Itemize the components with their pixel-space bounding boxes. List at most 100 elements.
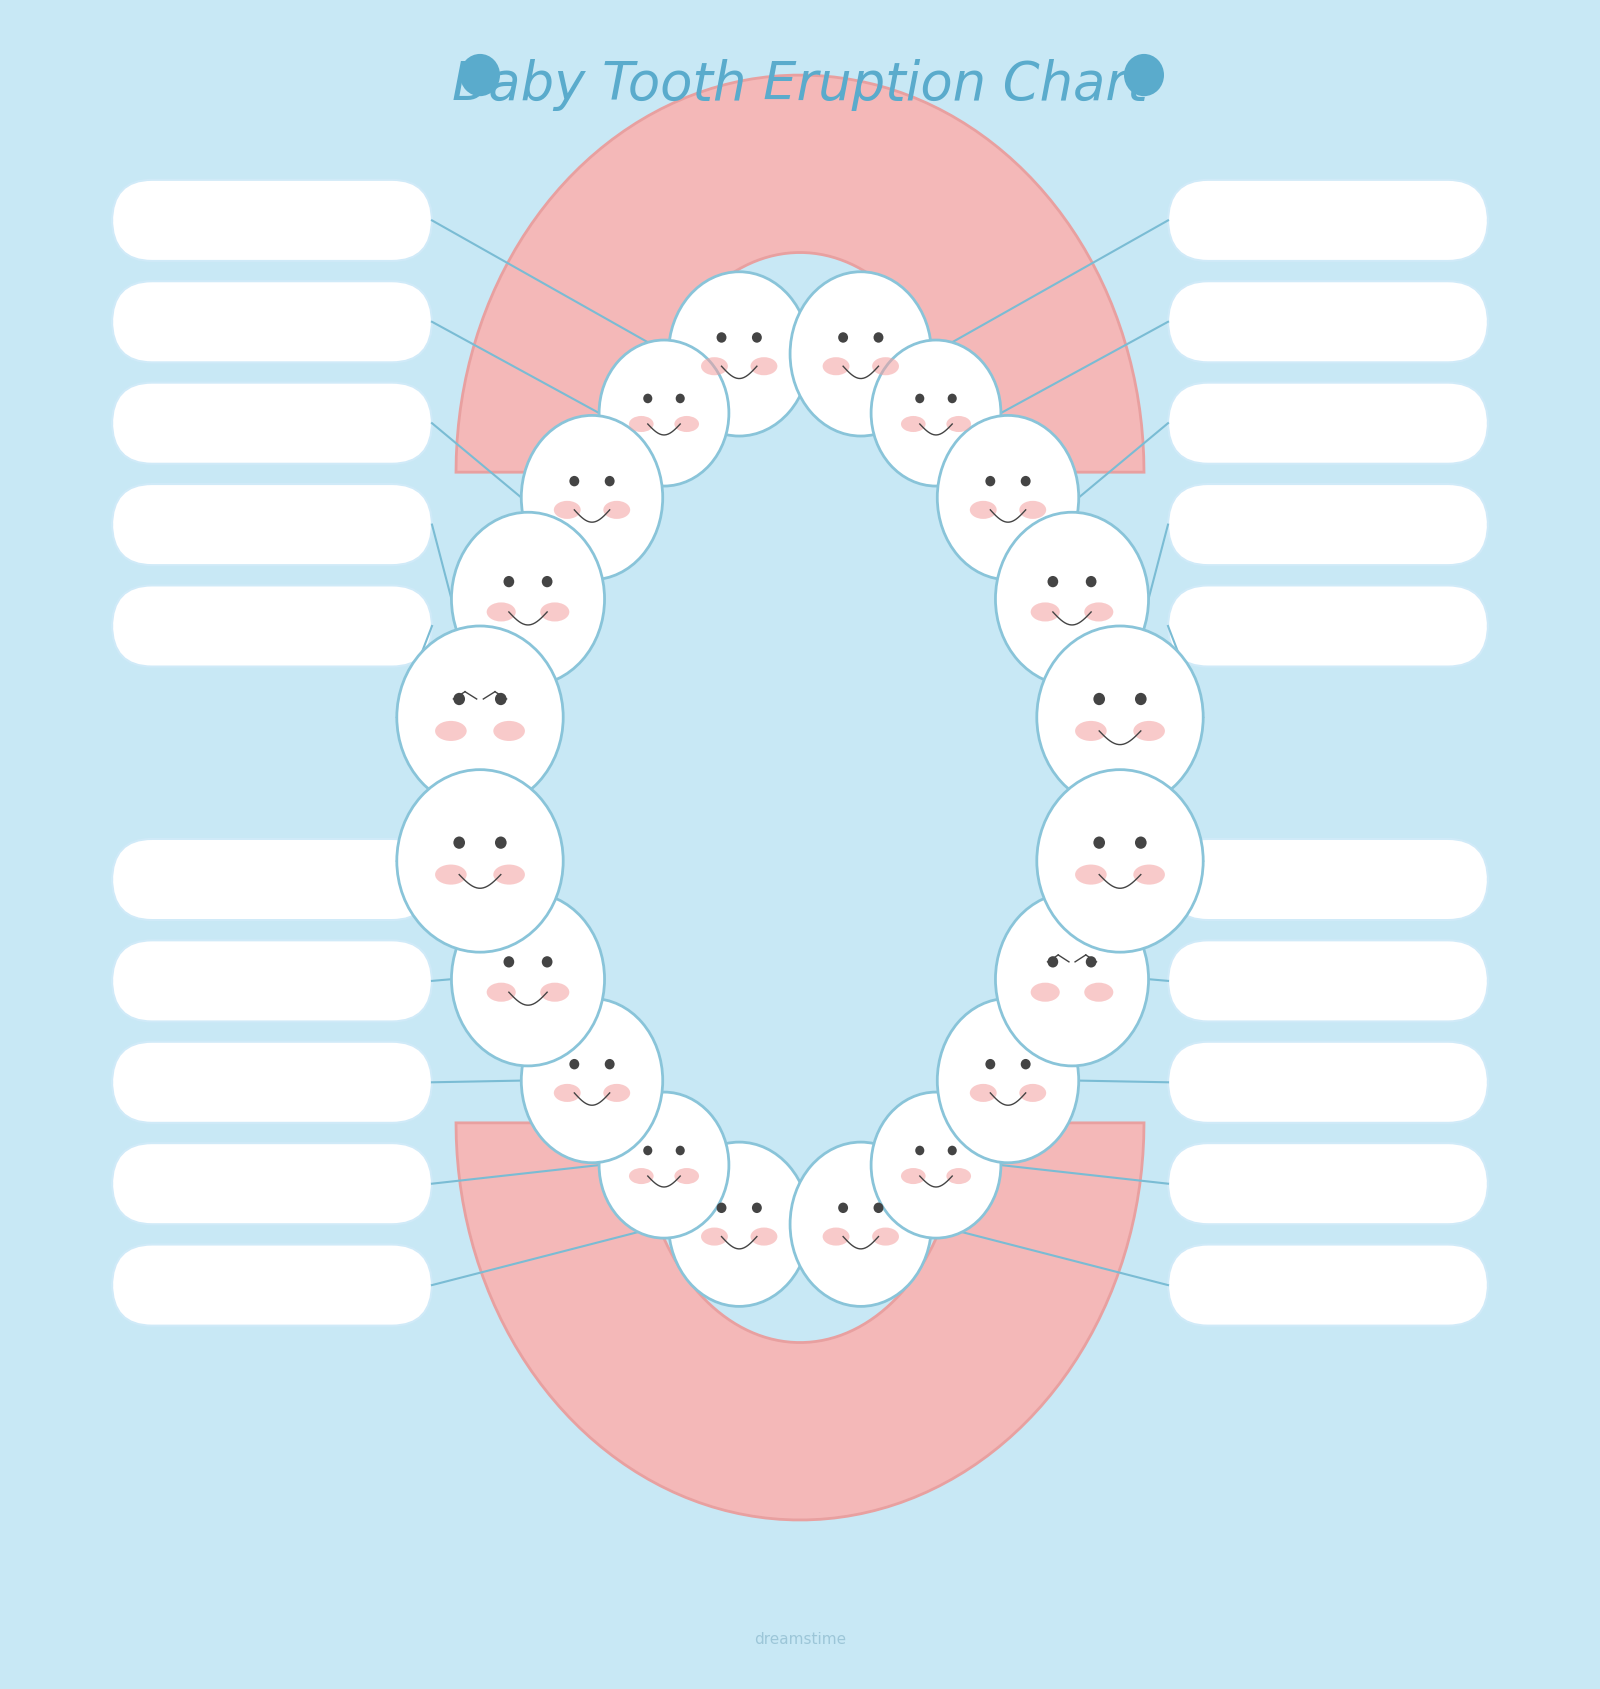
Circle shape [570,1059,579,1069]
FancyBboxPatch shape [1168,839,1488,921]
Circle shape [542,576,552,588]
Circle shape [947,395,957,404]
Circle shape [453,694,466,706]
Ellipse shape [669,272,810,437]
Circle shape [874,1203,883,1213]
Circle shape [947,1147,957,1155]
FancyBboxPatch shape [112,941,432,1022]
FancyBboxPatch shape [1168,1042,1488,1123]
Circle shape [494,694,507,706]
FancyBboxPatch shape [112,586,432,667]
Ellipse shape [486,983,515,1002]
Ellipse shape [541,983,570,1002]
Ellipse shape [674,1169,699,1184]
Ellipse shape [1019,1084,1046,1103]
Ellipse shape [701,358,728,377]
Circle shape [1048,956,1058,968]
Ellipse shape [790,1142,931,1307]
Ellipse shape [1037,627,1203,809]
FancyBboxPatch shape [112,383,432,464]
Circle shape [675,1147,685,1155]
Ellipse shape [486,603,515,622]
Ellipse shape [1085,983,1114,1002]
Circle shape [453,838,466,850]
Text: dreamstime: dreamstime [754,1632,846,1645]
Ellipse shape [598,1093,730,1238]
Ellipse shape [1123,54,1165,98]
Ellipse shape [701,1228,728,1246]
Ellipse shape [901,417,926,432]
Circle shape [1086,956,1096,968]
Ellipse shape [870,341,1002,486]
Circle shape [1134,838,1147,850]
FancyBboxPatch shape [1168,485,1488,566]
Circle shape [1086,576,1096,588]
FancyBboxPatch shape [1168,1143,1488,1225]
FancyBboxPatch shape [1168,941,1488,1022]
Ellipse shape [435,721,467,741]
Circle shape [504,576,514,588]
Ellipse shape [522,998,662,1164]
Ellipse shape [872,358,899,377]
FancyBboxPatch shape [112,181,432,262]
Ellipse shape [750,1228,778,1246]
Circle shape [1021,1059,1030,1069]
Circle shape [838,1203,848,1213]
FancyBboxPatch shape [112,282,432,363]
Ellipse shape [603,1084,630,1103]
Circle shape [915,1147,925,1155]
Ellipse shape [901,1169,926,1184]
Polygon shape [456,76,1144,473]
Circle shape [504,956,514,968]
Text: Baby Tooth Eruption Chart: Baby Tooth Eruption Chart [453,59,1147,110]
Ellipse shape [1085,603,1114,622]
Ellipse shape [629,417,654,432]
Ellipse shape [870,1093,1002,1238]
Ellipse shape [461,54,499,98]
FancyBboxPatch shape [112,1143,432,1225]
Circle shape [986,476,995,486]
Circle shape [643,1147,653,1155]
Circle shape [752,333,762,343]
FancyBboxPatch shape [1168,383,1488,464]
Ellipse shape [750,358,778,377]
Ellipse shape [995,513,1149,686]
Ellipse shape [946,417,971,432]
Ellipse shape [629,1169,654,1184]
Circle shape [542,956,552,968]
Ellipse shape [451,893,605,1066]
FancyBboxPatch shape [1168,282,1488,363]
Circle shape [838,333,848,343]
Circle shape [752,1203,762,1213]
Ellipse shape [872,1228,899,1246]
Ellipse shape [822,358,850,377]
Ellipse shape [1030,983,1059,1002]
Ellipse shape [554,502,581,520]
Circle shape [1134,694,1147,706]
FancyBboxPatch shape [1168,586,1488,667]
Circle shape [605,1059,614,1069]
Ellipse shape [995,893,1149,1066]
Ellipse shape [1075,865,1107,885]
Circle shape [1093,694,1106,706]
FancyBboxPatch shape [112,485,432,566]
Circle shape [675,395,685,404]
FancyBboxPatch shape [1168,181,1488,262]
Circle shape [915,395,925,404]
Ellipse shape [603,502,630,520]
Circle shape [494,838,507,850]
FancyBboxPatch shape [112,839,432,921]
Ellipse shape [1037,770,1203,953]
Ellipse shape [674,417,699,432]
Ellipse shape [397,770,563,953]
Ellipse shape [938,415,1078,581]
Ellipse shape [554,1084,581,1103]
Ellipse shape [493,865,525,885]
Circle shape [874,333,883,343]
Ellipse shape [1075,721,1107,741]
Ellipse shape [1133,721,1165,741]
FancyBboxPatch shape [1168,1245,1488,1326]
Ellipse shape [451,513,605,686]
Ellipse shape [493,721,525,741]
Ellipse shape [435,865,467,885]
